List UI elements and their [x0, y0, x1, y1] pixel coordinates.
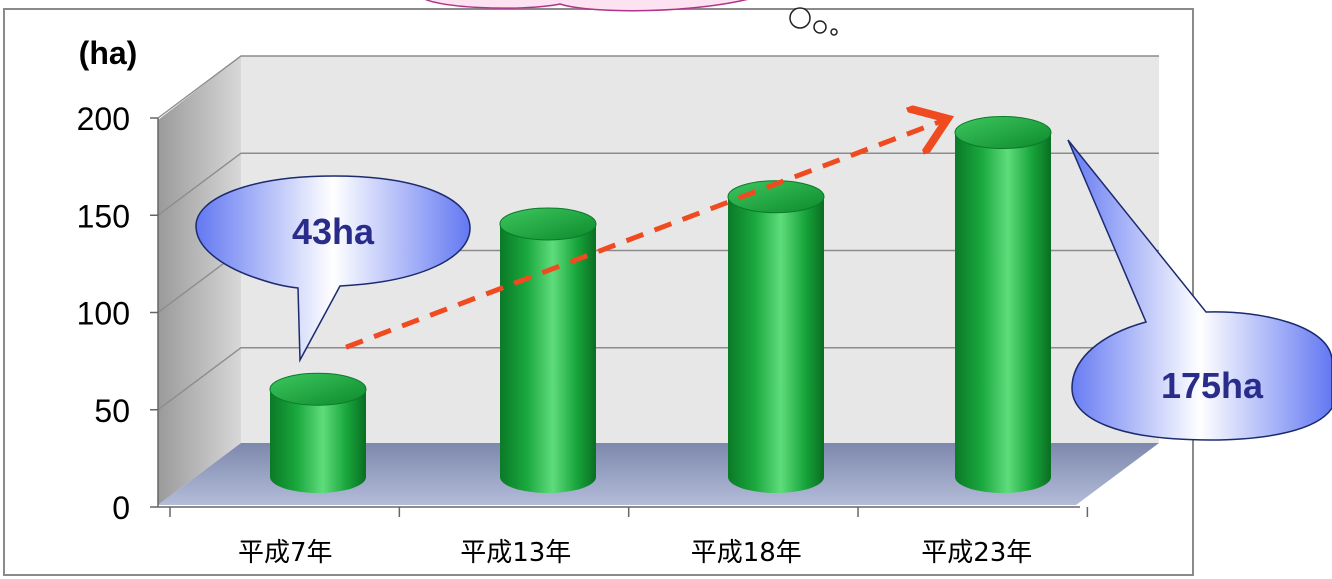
- callout-175ha: 175ha: [1067, 139, 1332, 441]
- y-tick-label: 50: [94, 393, 130, 429]
- y-tick-label: 100: [77, 296, 130, 332]
- bar: [269, 372, 367, 493]
- bar: [727, 180, 825, 493]
- callout-175ha-label: 175ha: [1161, 365, 1264, 406]
- trend-arrow: [345, 121, 943, 350]
- x-tick-label: 平成18年: [691, 538, 802, 568]
- bar: [954, 116, 1052, 493]
- unit-label: (ha): [79, 35, 138, 71]
- y-tick-label: 150: [77, 198, 130, 234]
- side-wall: [158, 56, 241, 505]
- bars: [269, 116, 1052, 493]
- callout-43ha-label: 43ha: [292, 211, 375, 252]
- callout-43ha: 43ha: [195, 175, 471, 363]
- bar: [499, 207, 597, 493]
- y-tick-label: 200: [77, 101, 130, 137]
- y-tick-label: 0: [112, 490, 130, 526]
- y-axis-ticks: 0 50 100 150 200: [77, 101, 158, 526]
- x-tick-label: 平成23年: [921, 538, 1032, 568]
- x-tick-label: 平成7年: [238, 538, 333, 568]
- gridline: [157, 55, 1159, 119]
- floor: [158, 443, 1159, 505]
- x-axis-ticks: 平成7年 平成13年 平成18年 平成23年: [169, 507, 1089, 568]
- gridline: [157, 347, 1159, 411]
- thought-bubble: [425, 0, 838, 36]
- x-tick-label: 平成13年: [460, 538, 571, 568]
